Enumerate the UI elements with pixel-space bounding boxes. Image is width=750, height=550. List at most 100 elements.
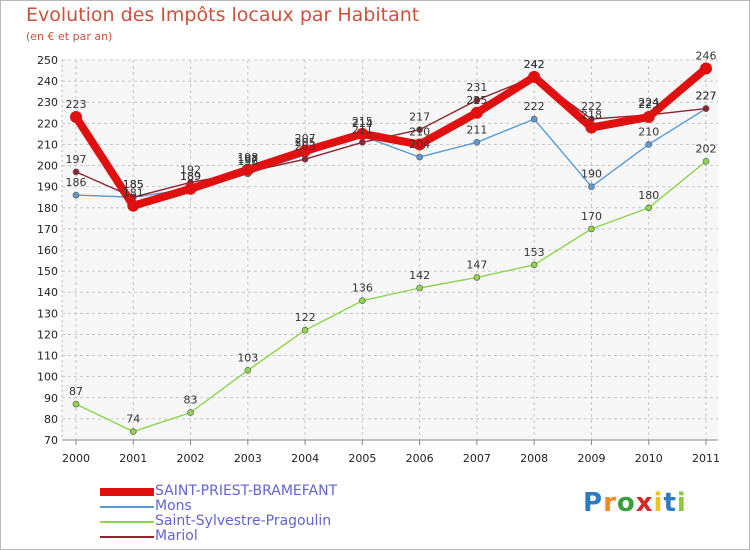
legend-swatch (100, 488, 154, 496)
legend-swatch (100, 506, 154, 508)
data-point (528, 70, 541, 83)
y-tick-label: 150 (37, 265, 58, 278)
data-point (72, 400, 80, 408)
data-label: 207 (295, 132, 316, 145)
logo-letter: t (663, 488, 677, 518)
data-label: 242 (524, 58, 545, 71)
x-tick-label: 2008 (520, 452, 548, 465)
data-label: 246 (696, 49, 717, 62)
data-label: 196 (237, 155, 258, 168)
x-tick-label: 2010 (635, 452, 663, 465)
x-tick-label: 2003 (234, 452, 262, 465)
logo-letter: x (635, 488, 654, 518)
data-label: 122 (295, 311, 316, 324)
y-tick-label: 190 (37, 181, 58, 194)
data-label: 83 (184, 394, 198, 407)
x-tick-label: 2006 (406, 452, 434, 465)
x-tick-label: 2009 (577, 452, 605, 465)
data-label: 87 (69, 385, 83, 398)
data-point (645, 204, 653, 212)
data-label: 186 (66, 176, 87, 189)
data-point (702, 105, 710, 112)
data-label: 231 (466, 81, 487, 94)
data-point (244, 367, 252, 374)
data-point (72, 168, 80, 176)
data-label: 222 (524, 100, 545, 113)
data-point (72, 191, 80, 199)
legend-label: Mariol (155, 528, 198, 544)
y-tick-label: 80 (44, 413, 58, 426)
y-tick-label: 70 (44, 434, 58, 447)
data-label: 185 (123, 178, 144, 191)
data-label: 153 (524, 246, 545, 259)
data-label: 202 (696, 142, 717, 155)
y-tick-label: 170 (37, 223, 58, 236)
legend-label: SAINT-PRIEST-BRAMEFANT (155, 483, 338, 499)
data-label: 74 (126, 413, 140, 426)
data-label: 223 (638, 98, 659, 111)
x-tick-label: 2004 (291, 452, 319, 465)
legend-swatch (100, 536, 154, 538)
data-label: 142 (409, 269, 430, 282)
series-line-saint-priest-bramefant (72, 64, 710, 210)
y-tick-label: 100 (37, 371, 58, 384)
data-label: 214 (352, 117, 373, 130)
data-point (359, 139, 366, 146)
data-point (416, 153, 423, 161)
data-label: 205 (295, 136, 316, 149)
data-label: 204 (409, 138, 430, 151)
data-point (70, 111, 82, 123)
data-label: 185 (123, 178, 144, 191)
y-tick-label: 160 (37, 244, 58, 257)
data-label: 225 (466, 94, 487, 107)
y-tick-label: 180 (37, 202, 58, 215)
x-tick-label: 2002 (177, 452, 205, 465)
y-tick-label: 90 (44, 392, 58, 405)
data-point (588, 183, 595, 190)
data-point (470, 106, 483, 119)
data-label: 198 (237, 151, 258, 164)
logo-letter: i (676, 488, 687, 518)
y-tick-label: 240 (37, 75, 58, 88)
logo-letter: r (603, 488, 617, 518)
data-label: 210 (409, 125, 430, 138)
data-label: 222 (581, 100, 602, 113)
y-tick-label: 220 (37, 117, 58, 130)
y-tick-label: 210 (37, 138, 58, 151)
y-tick-label: 200 (37, 160, 58, 173)
chart-title: Evolution des Impôts locaux par Habitant (26, 4, 420, 26)
data-point (187, 409, 194, 416)
data-point (299, 144, 312, 157)
x-tick-label: 2005 (348, 452, 376, 465)
data-label: 210 (638, 125, 659, 138)
legend-label: Mons (155, 498, 192, 514)
data-label: 136 (352, 282, 373, 295)
data-point (645, 141, 653, 148)
chart-subtitle: (en € et par an) (26, 30, 113, 43)
legend-label: Saint-Sylvestre-Pragoulin (155, 513, 332, 529)
data-label: 227 (696, 90, 717, 103)
data-label: 242 (524, 58, 545, 71)
data-point (473, 96, 481, 104)
data-point (301, 326, 309, 334)
data-label: 227 (696, 90, 717, 103)
data-point (642, 111, 655, 123)
logo-letter: i (653, 488, 664, 518)
data-point (588, 225, 595, 233)
data-point (241, 163, 254, 176)
data-label: 197 (66, 153, 87, 166)
y-tick-label: 120 (37, 328, 58, 341)
y-tick-label: 250 (37, 54, 58, 67)
data-label: 218 (581, 109, 602, 122)
data-label: 203 (295, 140, 316, 153)
data-label: 211 (466, 123, 487, 136)
y-tick-label: 230 (37, 96, 58, 109)
data-point (356, 127, 369, 140)
data-label: 190 (581, 168, 602, 181)
data-label: 181 (123, 187, 144, 200)
data-label: 189 (180, 170, 201, 183)
data-point (301, 155, 309, 163)
data-point (416, 126, 423, 133)
data-label: 217 (409, 111, 430, 124)
